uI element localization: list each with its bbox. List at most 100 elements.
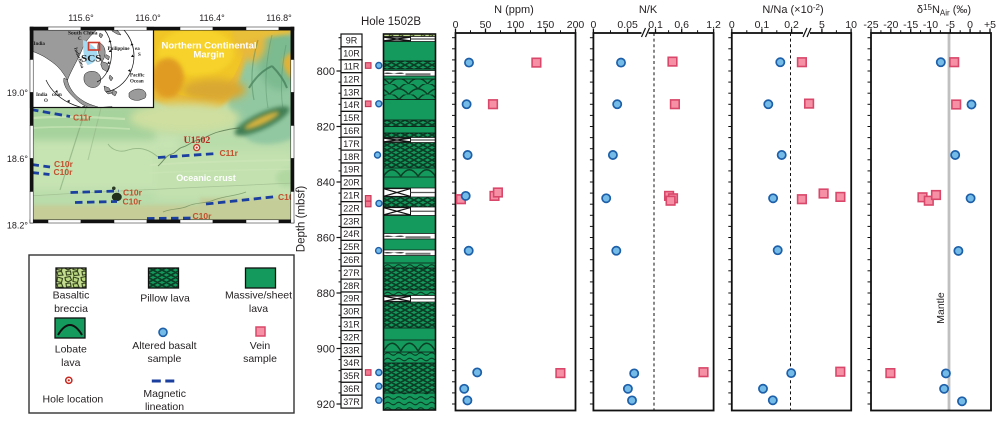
svg-text:cean: cean xyxy=(52,93,62,98)
svg-text:116.0°: 116.0° xyxy=(135,13,161,23)
svg-text:breccia: breccia xyxy=(54,303,88,315)
svg-text:-10: -10 xyxy=(923,19,938,31)
svg-text:13R: 13R xyxy=(343,87,360,97)
svg-text:22R: 22R xyxy=(343,203,360,213)
svg-text:Mantle: Mantle xyxy=(935,292,947,324)
svg-text:32R: 32R xyxy=(343,332,360,342)
svg-text:19R: 19R xyxy=(343,165,360,175)
svg-text:C10r: C10r xyxy=(193,211,213,221)
svg-text:sample: sample xyxy=(147,353,181,365)
svg-text:Magnetic: Magnetic xyxy=(143,388,186,400)
svg-text:920: 920 xyxy=(317,399,335,411)
svg-text:34R: 34R xyxy=(343,358,360,368)
svg-text:C10r: C10r xyxy=(123,197,143,207)
svg-text:Lobate: Lobate xyxy=(55,344,87,356)
svg-text:860: 860 xyxy=(317,233,335,245)
svg-text:C10r: C10r xyxy=(54,159,74,169)
svg-text:10: 10 xyxy=(845,19,857,31)
svg-text:12R: 12R xyxy=(343,74,360,84)
svg-text:Altered basalt: Altered basalt xyxy=(132,340,196,352)
svg-text:800: 800 xyxy=(317,66,335,78)
svg-text:C: C xyxy=(78,37,82,42)
svg-text:S: S xyxy=(138,53,141,58)
svg-text:Hole 1502B: Hole 1502B xyxy=(361,16,421,28)
svg-text:ea: ea xyxy=(135,47,140,52)
svg-text:840: 840 xyxy=(317,177,335,189)
svg-text:11R: 11R xyxy=(344,61,360,71)
svg-text:31R: 31R xyxy=(343,319,360,329)
svg-text:Pacific: Pacific xyxy=(130,74,145,79)
svg-text:0.1: 0.1 xyxy=(755,19,770,31)
svg-text:C11r: C11r xyxy=(73,113,92,123)
svg-text:Oceanic crust: Oceanic crust xyxy=(176,173,236,183)
svg-text:SCS: SCS xyxy=(81,55,102,65)
svg-text:0.2: 0.2 xyxy=(784,19,799,31)
svg-text:-25: -25 xyxy=(863,19,878,31)
svg-text:23R: 23R xyxy=(343,216,360,226)
svg-text:880: 880 xyxy=(317,288,335,300)
svg-text:18R: 18R xyxy=(343,152,360,162)
svg-text:Massive/sheet: Massive/sheet xyxy=(225,290,292,302)
svg-text:50: 50 xyxy=(480,19,492,31)
svg-text:24R: 24R xyxy=(343,229,360,239)
svg-text:29R: 29R xyxy=(343,294,360,304)
svg-text:14R: 14R xyxy=(343,100,360,110)
svg-text:lava: lava xyxy=(249,303,268,315)
svg-text:Northern Continental: Northern Continental xyxy=(162,40,257,51)
svg-text:25R: 25R xyxy=(343,242,360,252)
svg-text:20R: 20R xyxy=(343,178,360,188)
svg-text:Hole location: Hole location xyxy=(43,394,104,406)
svg-text:28R: 28R xyxy=(343,281,360,291)
svg-text:116.4°: 116.4° xyxy=(199,13,225,23)
svg-text:21R: 21R xyxy=(343,190,360,200)
svg-text:-15: -15 xyxy=(903,19,918,31)
svg-text:26R: 26R xyxy=(343,255,360,265)
svg-text:Pillow lava: Pillow lava xyxy=(140,293,190,305)
svg-text:5: 5 xyxy=(819,19,825,31)
svg-text:N (ppm): N (ppm) xyxy=(494,4,534,16)
svg-text:27R: 27R xyxy=(343,268,360,278)
svg-text:15R: 15R xyxy=(343,113,360,123)
svg-text:C11r: C11r xyxy=(220,148,239,158)
svg-text:C10r: C10r xyxy=(278,192,298,202)
svg-text:Ocean: Ocean xyxy=(130,80,144,85)
svg-text:δ15NAir (‰): δ15NAir (‰) xyxy=(917,3,971,18)
svg-text:+5: +5 xyxy=(984,19,996,31)
svg-text:10R: 10R xyxy=(343,49,360,59)
svg-text:C10r: C10r xyxy=(54,167,74,177)
svg-text:Depth (mbsf): Depth (mbsf) xyxy=(296,186,308,253)
svg-text:33R: 33R xyxy=(343,345,360,355)
svg-text:900: 900 xyxy=(317,344,335,356)
svg-text:1.2: 1.2 xyxy=(706,19,721,31)
svg-text:-20: -20 xyxy=(883,19,898,31)
svg-text:Vein: Vein xyxy=(250,340,271,352)
svg-text:0.6: 0.6 xyxy=(674,19,689,31)
svg-text:0: 0 xyxy=(453,19,459,31)
svg-text:Philippine: Philippine xyxy=(108,47,131,52)
svg-text:37R: 37R xyxy=(343,397,360,407)
svg-text:0: 0 xyxy=(729,19,735,31)
svg-text:Basaltic: Basaltic xyxy=(53,290,90,302)
svg-text:19.0°: 19.0° xyxy=(7,88,29,98)
svg-text:17R: 17R xyxy=(343,139,360,149)
svg-text:South China: South China xyxy=(68,32,98,37)
svg-text:N/K: N/K xyxy=(639,4,658,16)
svg-text:18.6°: 18.6° xyxy=(7,154,29,164)
svg-text:-5: -5 xyxy=(946,19,955,31)
svg-text:150: 150 xyxy=(537,19,555,31)
svg-text:116.8°: 116.8° xyxy=(266,13,292,23)
svg-text:35R: 35R xyxy=(343,371,360,381)
svg-text:115.6°: 115.6° xyxy=(68,13,94,23)
svg-text:N/Na (×10-2): N/Na (×10-2) xyxy=(762,3,823,16)
svg-text:100: 100 xyxy=(507,19,525,31)
svg-text:O: O xyxy=(44,99,48,104)
svg-text:0.05: 0.05 xyxy=(617,19,638,31)
svg-text:36R: 36R xyxy=(343,384,360,394)
svg-text:16R: 16R xyxy=(343,126,360,136)
svg-text:Margin: Margin xyxy=(193,50,224,61)
svg-text:U1502: U1502 xyxy=(184,135,211,146)
svg-text:0: 0 xyxy=(590,19,596,31)
svg-text:lineation: lineation xyxy=(145,401,184,413)
svg-text:18.2°: 18.2° xyxy=(7,221,29,231)
svg-text:India: India xyxy=(36,93,48,98)
